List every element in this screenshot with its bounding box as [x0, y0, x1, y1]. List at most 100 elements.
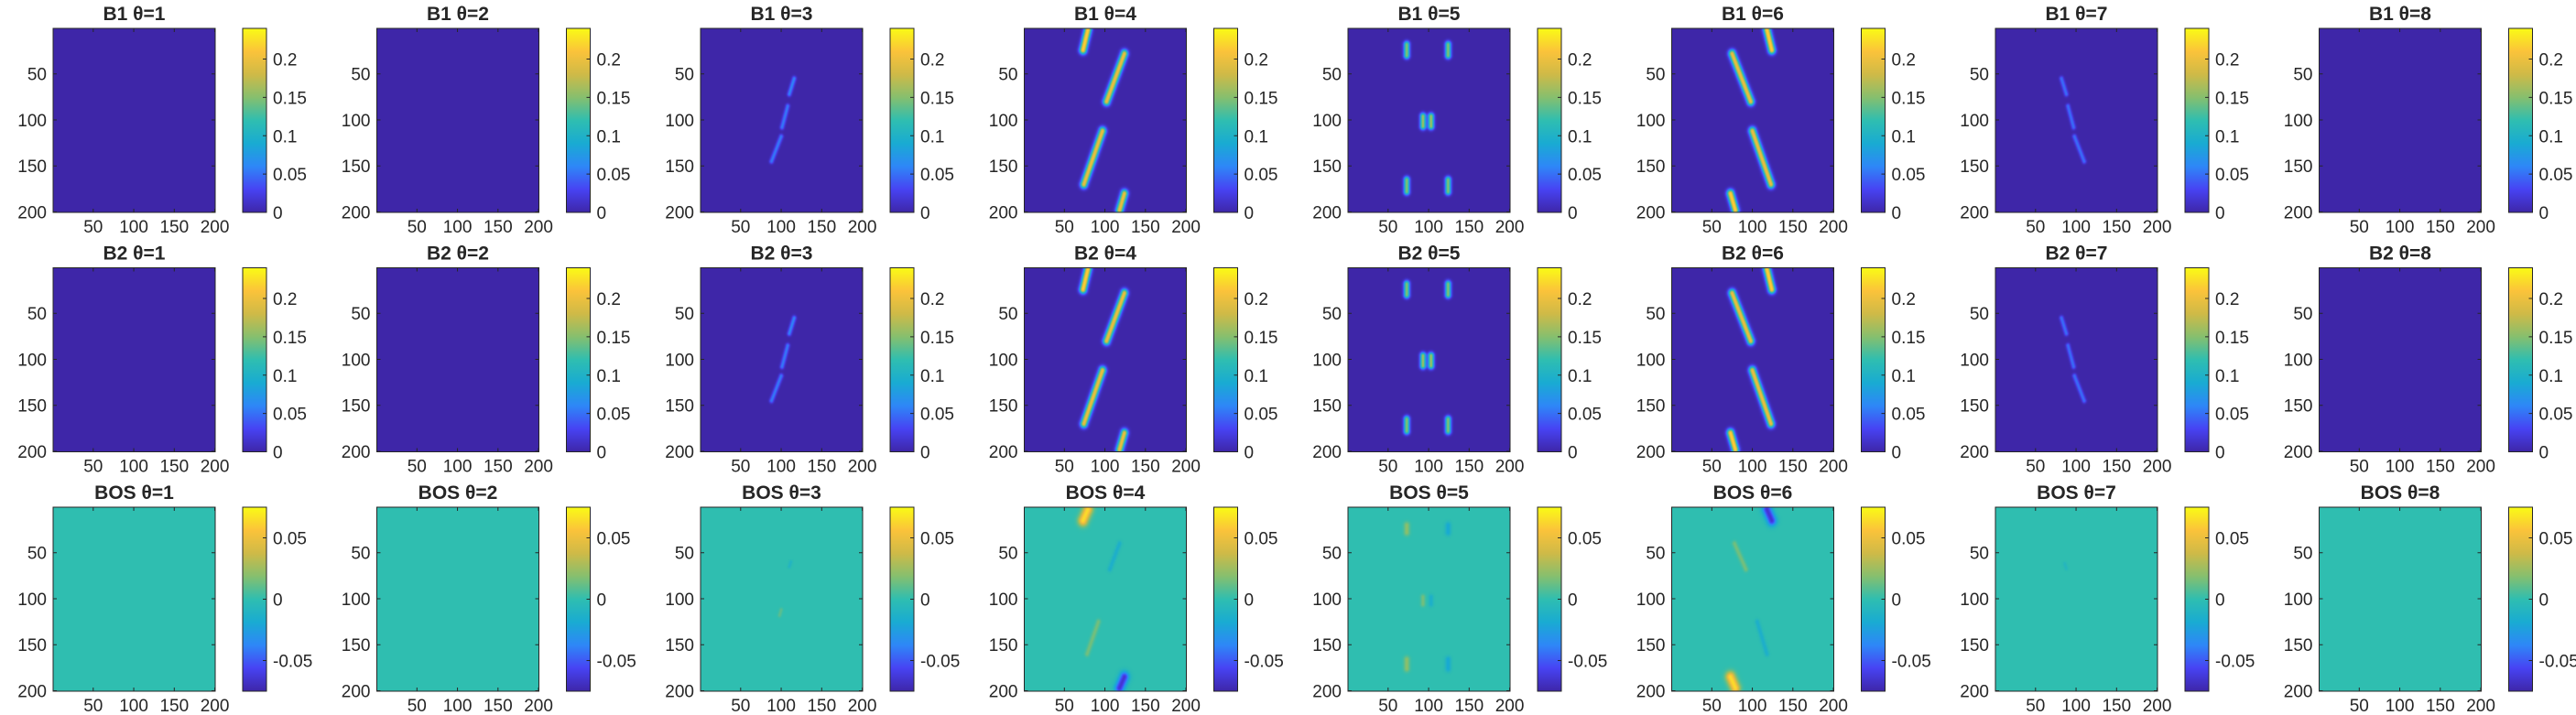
colorbar-tick-label: 0.1 [920, 127, 944, 146]
y-tick-label: 200 [1312, 443, 1342, 462]
y-tick-label: 200 [17, 682, 47, 701]
colorbar-tick-label: 0.05 [2215, 530, 2249, 549]
colorbar-tick-label: -0.05 [2539, 653, 2576, 672]
y-tick-label: 100 [1312, 590, 1342, 610]
colorbar-tick-label: -0.05 [2215, 653, 2255, 672]
colorbar-tick-label: 0.15 [2539, 89, 2573, 108]
colorbar-tick-label: 0 [1568, 204, 1578, 223]
y-tick-label: 200 [1312, 682, 1342, 701]
y-tick-label: 100 [1312, 112, 1342, 131]
x-tick-label: 200 [201, 697, 230, 715]
x-tick-label: 50 [1378, 218, 1397, 237]
y-tick-label: 150 [989, 636, 1018, 655]
y-tick-label: 100 [2284, 351, 2313, 370]
x-tick-label: 200 [2466, 458, 2495, 477]
y-tick-label: 200 [342, 682, 371, 701]
y-tick-label: 100 [17, 112, 47, 131]
colorbar-tick-label: 0 [920, 591, 930, 611]
panel-title: B1 θ=7 [2046, 4, 2108, 25]
colorbar-tick-label: 0.05 [597, 166, 631, 185]
y-tick-label: 150 [342, 397, 371, 417]
panel-title: BOS θ=3 [742, 482, 821, 504]
y-tick-label: 100 [989, 351, 1018, 370]
x-tick-label: 150 [1778, 218, 1808, 237]
x-tick-label: 50 [83, 697, 103, 715]
heatmap-image [1671, 267, 1834, 452]
x-tick-label: 200 [2143, 218, 2172, 237]
x-tick-label: 200 [1819, 218, 1848, 237]
colorbar-tick-label: 0.1 [1568, 127, 1592, 146]
x-tick-label: 200 [524, 218, 553, 237]
colorbar [2184, 27, 2210, 213]
x-tick-label: 50 [2350, 697, 2369, 715]
heatmap-image [701, 28, 863, 212]
colorbar-tick-label: 0.05 [920, 166, 954, 185]
panel-title: BOS θ=4 [1066, 482, 1146, 504]
x-tick-label: 150 [2102, 697, 2131, 715]
y-tick-label: 150 [1960, 157, 1989, 177]
x-tick-label: 100 [1414, 218, 1443, 237]
heatmap-panel: B2 θ=2 50 100 150 200 50 100 150 200 0 0.05 0.1 0.15… [342, 244, 631, 477]
y-tick-label: 50 [1646, 545, 1665, 564]
heatmap-image [2319, 507, 2482, 691]
colorbar-tick-label: 0.05 [920, 406, 954, 425]
heatmap-panel: B1 θ=3 50 100 150 200 50 100 150 200 0 0.05 0.1 0.15… [665, 4, 954, 237]
x-tick-label: 100 [1414, 458, 1443, 477]
colorbar-tick-label: 0.2 [273, 51, 297, 70]
colorbar-tick-label: 0.1 [597, 367, 621, 386]
colorbar-tick-label: 0.2 [2215, 290, 2239, 309]
y-tick-label: 150 [1312, 636, 1342, 655]
colorbar-tick-label: 0 [1892, 444, 1902, 463]
y-tick-label: 200 [1960, 203, 1989, 222]
y-tick-label: 150 [1636, 157, 1666, 177]
y-tick-label: 50 [2293, 545, 2312, 564]
y-tick-label: 200 [1312, 203, 1342, 222]
x-tick-label: 200 [848, 218, 877, 237]
y-tick-label: 150 [989, 157, 1018, 177]
colorbar-tick-label: 0.2 [920, 51, 944, 70]
x-tick-label: 150 [159, 458, 189, 477]
colorbar [1861, 267, 1886, 452]
x-tick-label: 200 [2466, 697, 2495, 715]
colorbar-tick-label: 0 [920, 444, 930, 463]
x-tick-label: 100 [766, 218, 796, 237]
x-tick-label: 50 [1702, 697, 1722, 715]
colorbar-tick-label: 0.05 [1892, 406, 1926, 425]
heatmap-panel: B1 θ=5 50 100 150 200 50 100 150 200 0 0.05 0.1 0.15… [1312, 4, 1602, 237]
colorbar-tick-label: 0.05 [2539, 166, 2573, 185]
x-tick-label: 200 [201, 458, 230, 477]
panel-title: BOS θ=2 [418, 482, 498, 504]
colorbar-tick-label: 0.1 [2539, 367, 2563, 386]
panel-title: B1 θ=6 [1722, 4, 1784, 25]
panel-title: B2 θ=8 [2369, 244, 2431, 265]
x-tick-label: 150 [2426, 458, 2455, 477]
y-tick-label: 200 [665, 682, 694, 701]
colorbar-tick-label: 0.15 [2215, 89, 2249, 108]
colorbar-tick-label: 0.15 [273, 329, 307, 348]
x-tick-label: 50 [1702, 218, 1722, 237]
x-tick-label: 50 [408, 697, 427, 715]
colorbar-tick-label: 0.15 [273, 89, 307, 108]
x-tick-label: 200 [1819, 697, 1848, 715]
y-tick-label: 150 [2284, 636, 2313, 655]
y-tick-label: 150 [1636, 636, 1666, 655]
x-tick-label: 100 [1738, 697, 1767, 715]
heatmap-image [1348, 28, 1510, 212]
x-tick-label: 150 [1131, 218, 1160, 237]
heatmap-panel: BOS θ=6 50 100 150 200 50 100 150 200 -0.05 0 0.05 [1636, 482, 1931, 715]
x-tick-label: 150 [807, 458, 836, 477]
y-tick-label: 150 [665, 157, 694, 177]
y-tick-label: 50 [1646, 66, 1665, 85]
x-tick-label: 150 [159, 697, 189, 715]
y-tick-label: 200 [342, 443, 371, 462]
heatmap-panel: BOS θ=2 50 100 150 200 50 100 150 200 -0.05 0 0.05 [342, 482, 636, 715]
colorbar-tick-label: 0.2 [1568, 290, 1592, 309]
x-tick-label: 100 [119, 697, 148, 715]
x-tick-label: 200 [1495, 458, 1525, 477]
colorbar-tick-label: 0.05 [1245, 166, 1278, 185]
colorbar-tick-label: 0 [597, 204, 607, 223]
x-tick-label: 200 [524, 458, 553, 477]
x-tick-label: 100 [2061, 697, 2091, 715]
y-tick-label: 150 [342, 157, 371, 177]
x-tick-label: 200 [2143, 697, 2172, 715]
